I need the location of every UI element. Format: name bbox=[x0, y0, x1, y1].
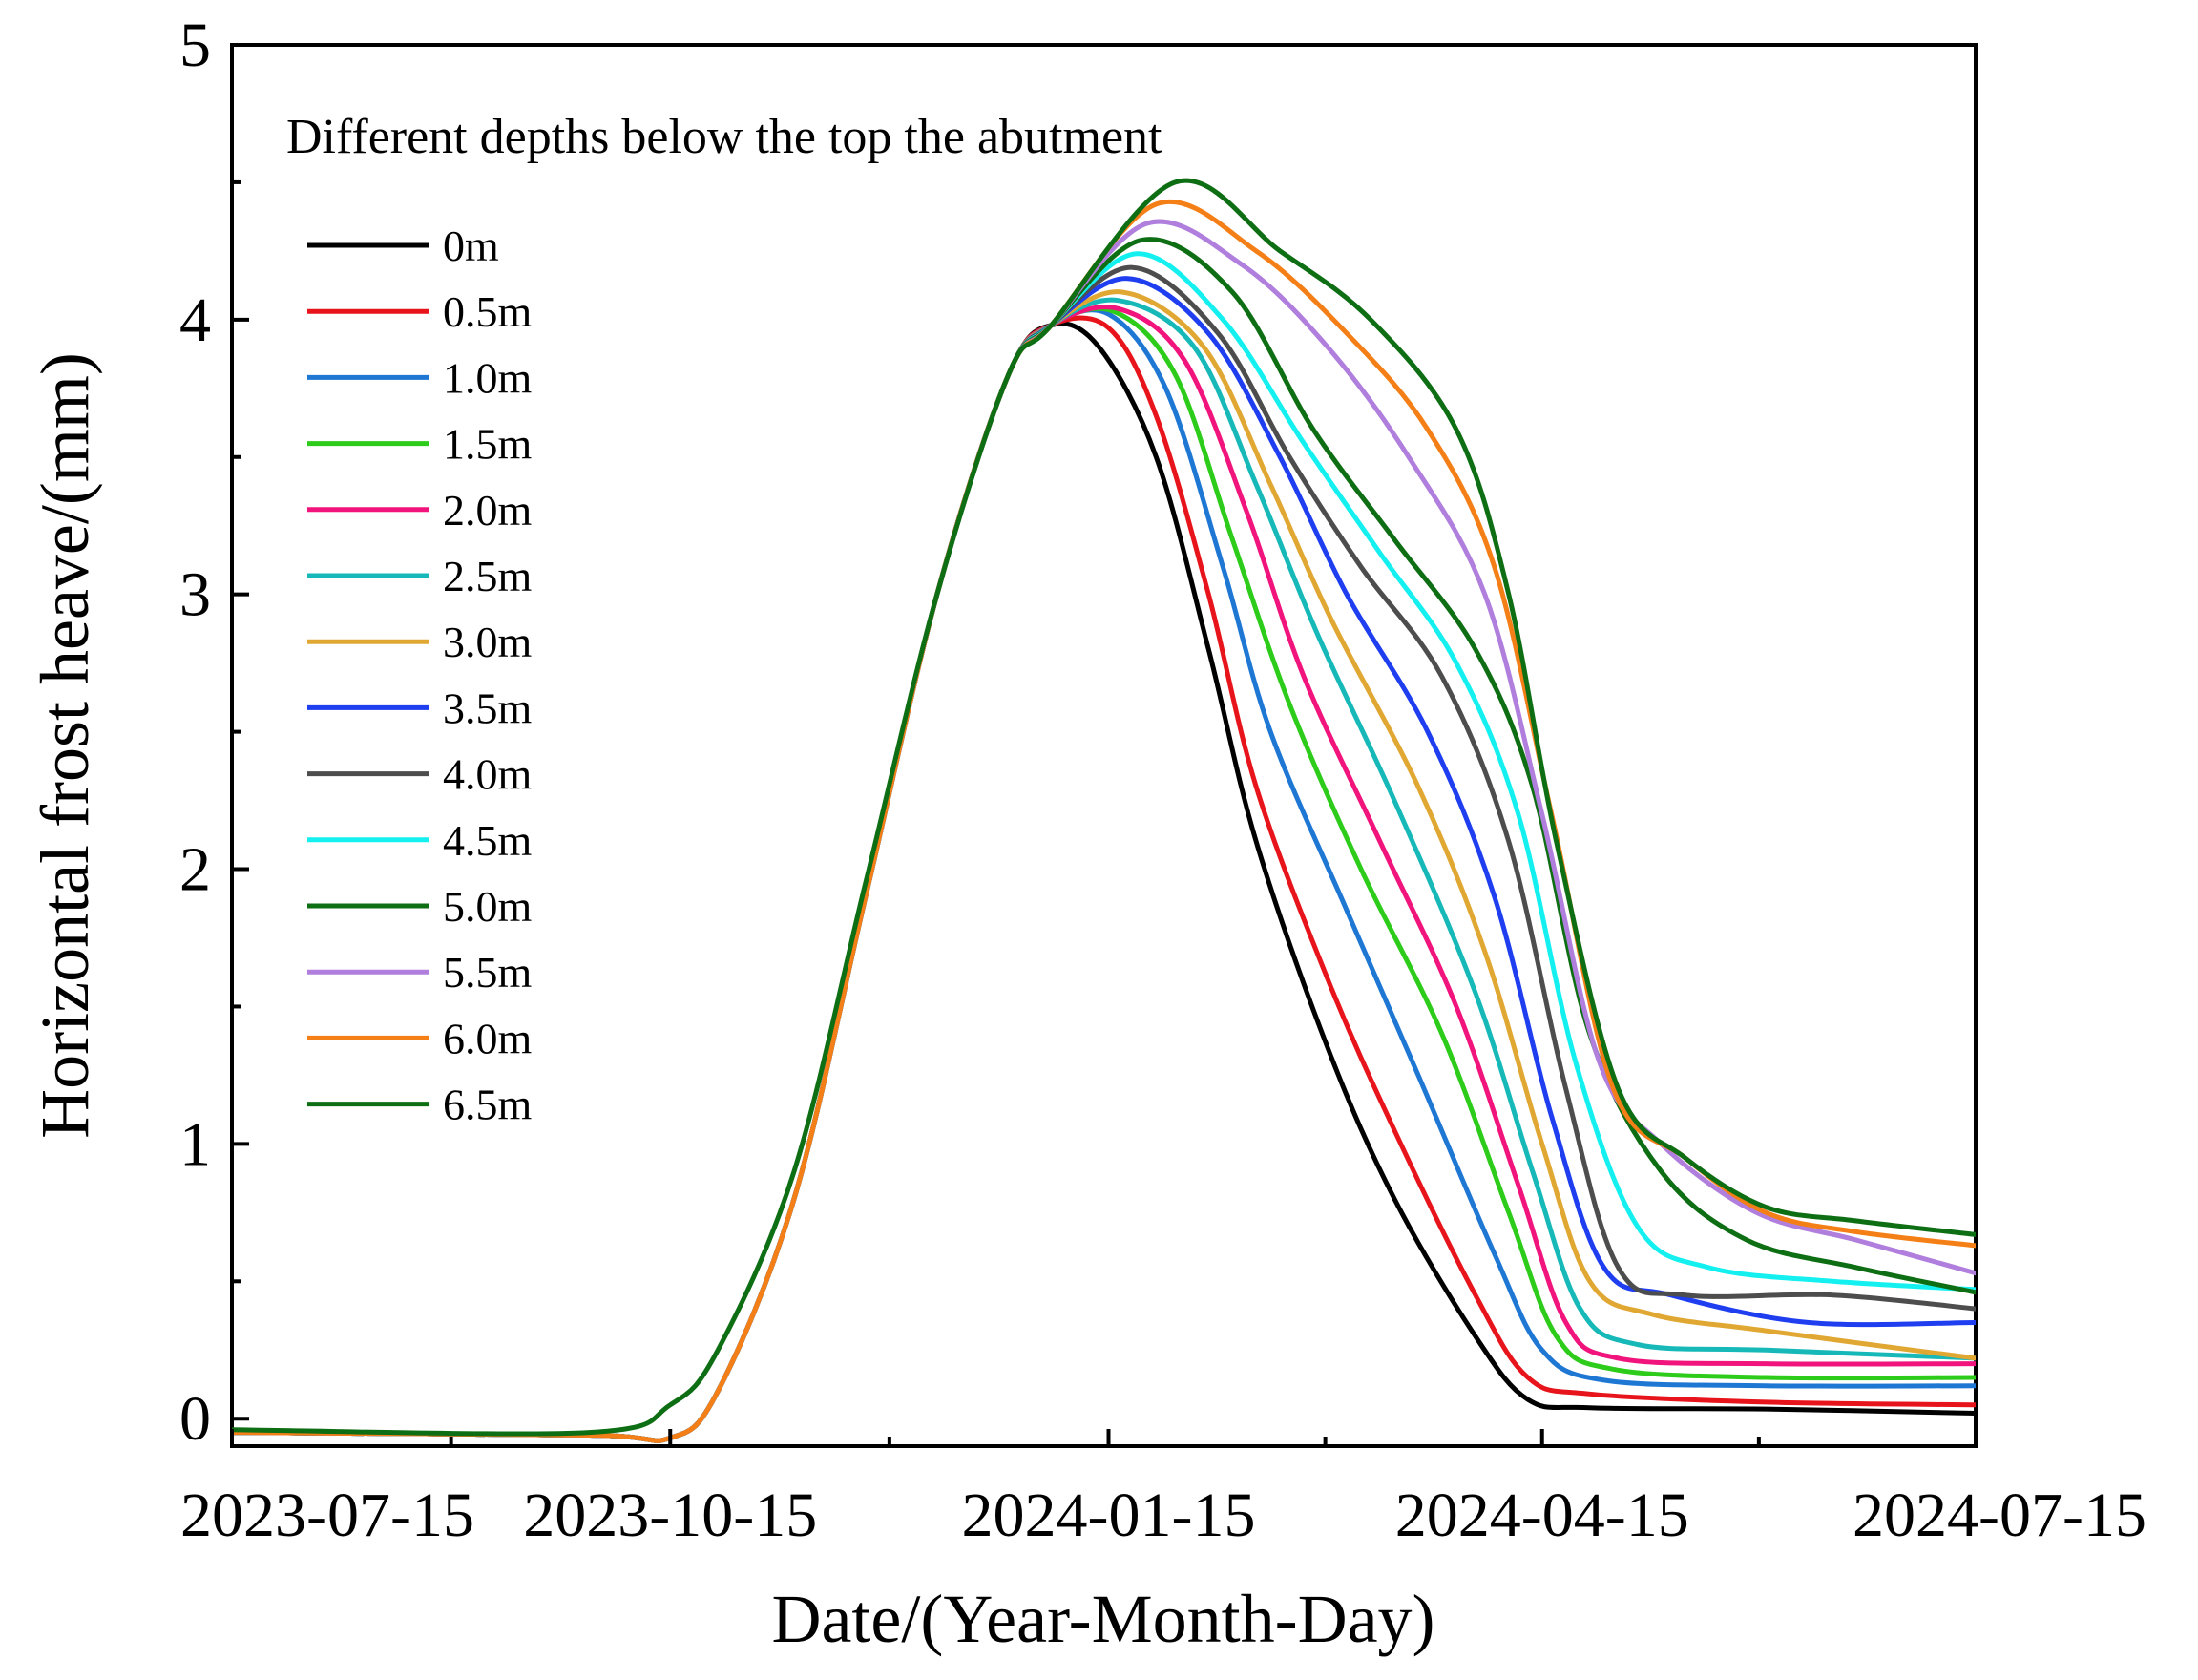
legend-label: 3.0m bbox=[443, 618, 533, 666]
legend-label: 4.5m bbox=[443, 816, 533, 865]
x-tick-label: 2023-10-15 bbox=[523, 1480, 817, 1550]
y-tick-label: 5 bbox=[179, 10, 211, 80]
legend: Different depths below the top the abutm… bbox=[286, 110, 1162, 1129]
y-tick-label: 1 bbox=[179, 1109, 211, 1179]
x-axis-title: Date/(Year-Month-Day) bbox=[771, 1581, 1434, 1657]
y-tick-label: 3 bbox=[179, 560, 211, 630]
legend-label: 3.5m bbox=[443, 683, 533, 732]
legend-label: 5.0m bbox=[443, 882, 533, 931]
legend-label: 2.0m bbox=[443, 486, 533, 535]
legend-label: 1.0m bbox=[443, 353, 533, 402]
legend-label: 1.5m bbox=[443, 420, 533, 469]
x-tick-label: 2024-07-15 bbox=[1853, 1480, 2146, 1550]
series-group bbox=[232, 178, 1976, 1443]
legend-title: Different depths below the top the abutm… bbox=[286, 110, 1162, 164]
series-line-6-0m bbox=[232, 199, 1976, 1443]
legend-label: 0.5m bbox=[443, 287, 533, 336]
x-tick-label: 2024-01-15 bbox=[962, 1480, 1256, 1550]
y-axis-title: Horizontal frost heave/(mm) bbox=[27, 352, 103, 1139]
legend-label: 5.5m bbox=[443, 948, 533, 997]
x-tick-label: 2024-04-15 bbox=[1395, 1480, 1689, 1550]
axes-group: 0 1 2 3 4 5 2023-07-15 2023-10-15 2024-01-15 2024… bbox=[179, 10, 2146, 1550]
legend-label: 6.5m bbox=[443, 1081, 533, 1129]
y-tick-label: 0 bbox=[179, 1384, 211, 1454]
legend-label: 0m bbox=[443, 221, 499, 270]
legend-label: 2.5m bbox=[443, 552, 533, 600]
plot-frame bbox=[230, 43, 1978, 1448]
y-tick-label: 4 bbox=[179, 285, 211, 355]
legend-label: 6.0m bbox=[443, 1014, 533, 1062]
x-tick-label: 2023-07-15 bbox=[180, 1480, 474, 1550]
y-tick-label: 2 bbox=[179, 835, 211, 905]
series-line-6-5m bbox=[232, 178, 1976, 1437]
legend-label: 4.0m bbox=[443, 750, 533, 799]
